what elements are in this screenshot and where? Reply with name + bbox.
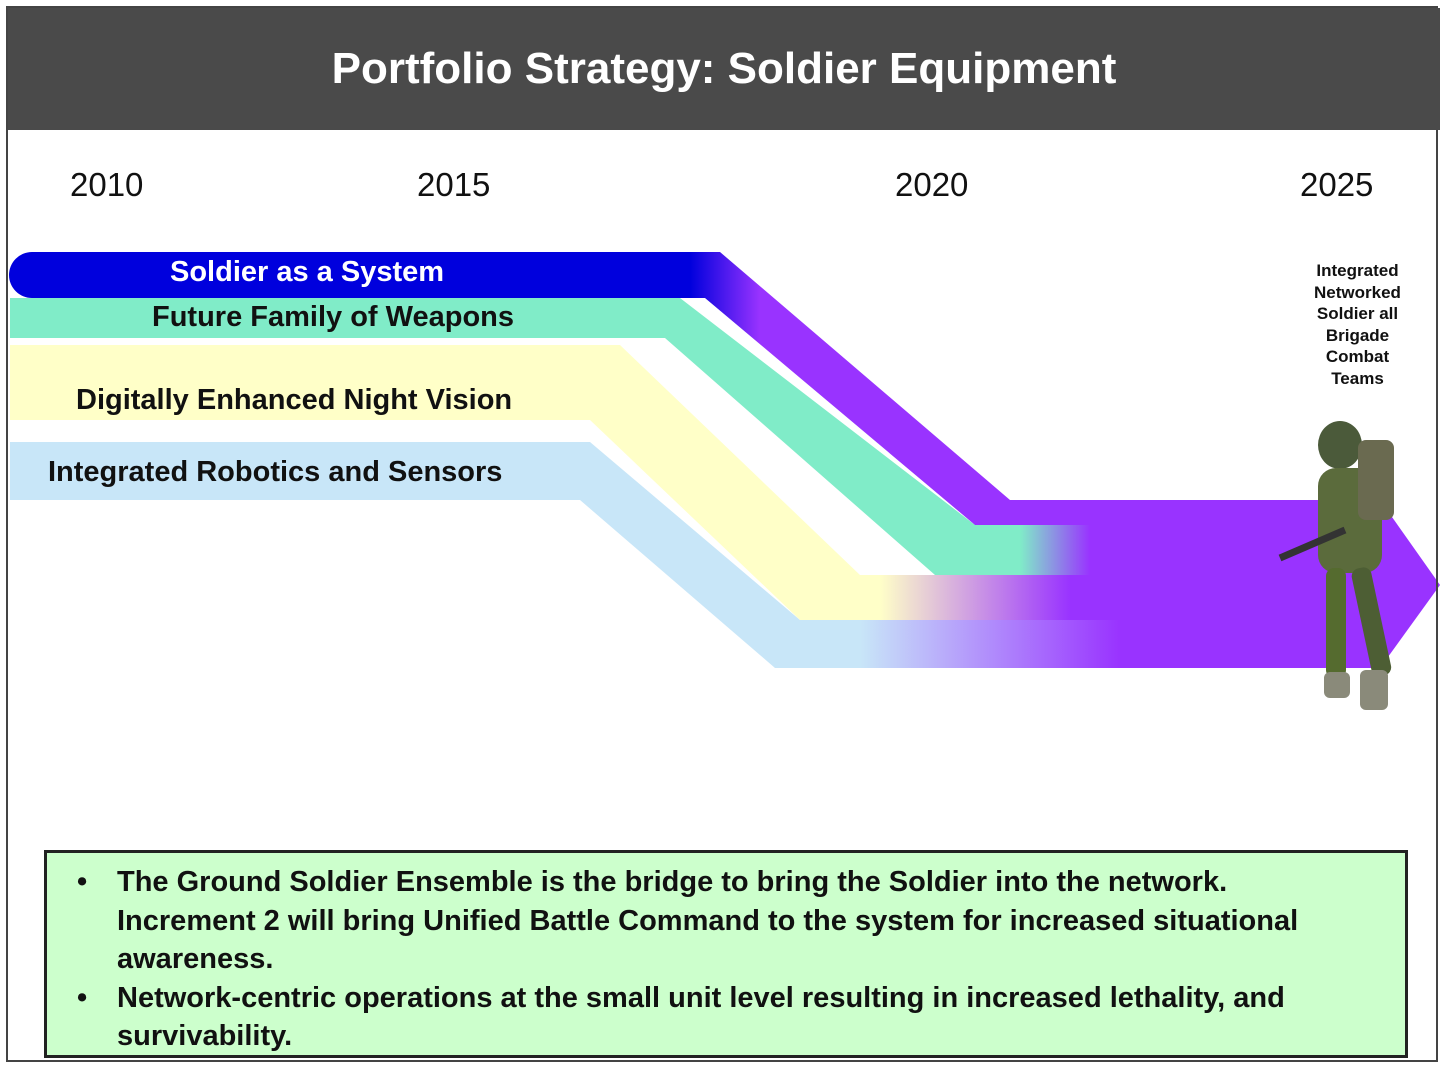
slide-title: Portfolio Strategy: Soldier Equipment [8, 8, 1440, 130]
stream-label: Soldier as a System [170, 256, 444, 289]
endpoint-line: Teams [1300, 368, 1415, 390]
slide: Portfolio Strategy: Soldier Equipment 20… [0, 0, 1448, 1068]
endpoint-line: Networked [1300, 282, 1415, 304]
year-label: 2025 [1300, 166, 1373, 204]
stream-label: Integrated Robotics and Sensors [48, 456, 502, 489]
bullet-item: Network-centric operations at the small … [77, 979, 1365, 1056]
endpoint-line: Integrated [1300, 260, 1415, 282]
year-label: 2015 [417, 166, 490, 204]
endpoint-line: Soldier all [1300, 303, 1415, 325]
notes-box: The Ground Soldier Ensemble is the bridg… [44, 850, 1408, 1058]
endpoint-line: Combat [1300, 346, 1415, 368]
bullet-list: The Ground Soldier Ensemble is the bridg… [77, 863, 1365, 1056]
bullet-item: The Ground Soldier Ensemble is the bridg… [77, 863, 1365, 979]
year-label: 2010 [70, 166, 143, 204]
stream-label: Digitally Enhanced Night Vision [76, 384, 512, 417]
stream-label: Future Family of Weapons [152, 301, 514, 334]
year-label: 2020 [895, 166, 968, 204]
endpoint-line: Brigade [1300, 325, 1415, 347]
